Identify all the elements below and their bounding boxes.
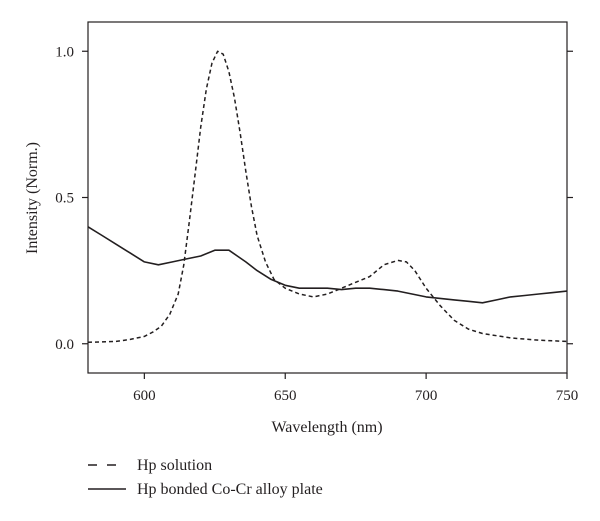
series-layer bbox=[87, 50, 568, 344]
y-tick-label: 0.5 bbox=[55, 191, 74, 207]
y-axis-title: Intensity (Norm.) bbox=[24, 142, 41, 254]
x-axis-ticks: 600 650 700 750 bbox=[133, 373, 578, 404]
x-tick-label: 700 bbox=[415, 388, 438, 404]
x-tick-label: 650 bbox=[274, 388, 297, 404]
series-line-hp-bonded-plate bbox=[87, 226, 568, 304]
y-axis-ticks: 0.0 0.5 1.0 bbox=[55, 44, 573, 353]
y-tick-label: 0.0 bbox=[55, 337, 74, 353]
legend-label-hp-solution: Hp solution bbox=[137, 457, 212, 474]
x-axis-title: Wavelength (nm) bbox=[271, 419, 382, 436]
legend: Hp solution Hp bonded Co-Cr alloy plate bbox=[88, 457, 323, 498]
plot-frame bbox=[87, 21, 568, 374]
x-tick-label: 600 bbox=[133, 388, 156, 404]
y-tick-label: 1.0 bbox=[55, 44, 74, 60]
legend-label-hp-bonded: Hp bonded Co-Cr alloy plate bbox=[137, 481, 323, 498]
x-tick-label: 750 bbox=[556, 388, 579, 404]
series-line-hp-solution bbox=[87, 50, 568, 344]
